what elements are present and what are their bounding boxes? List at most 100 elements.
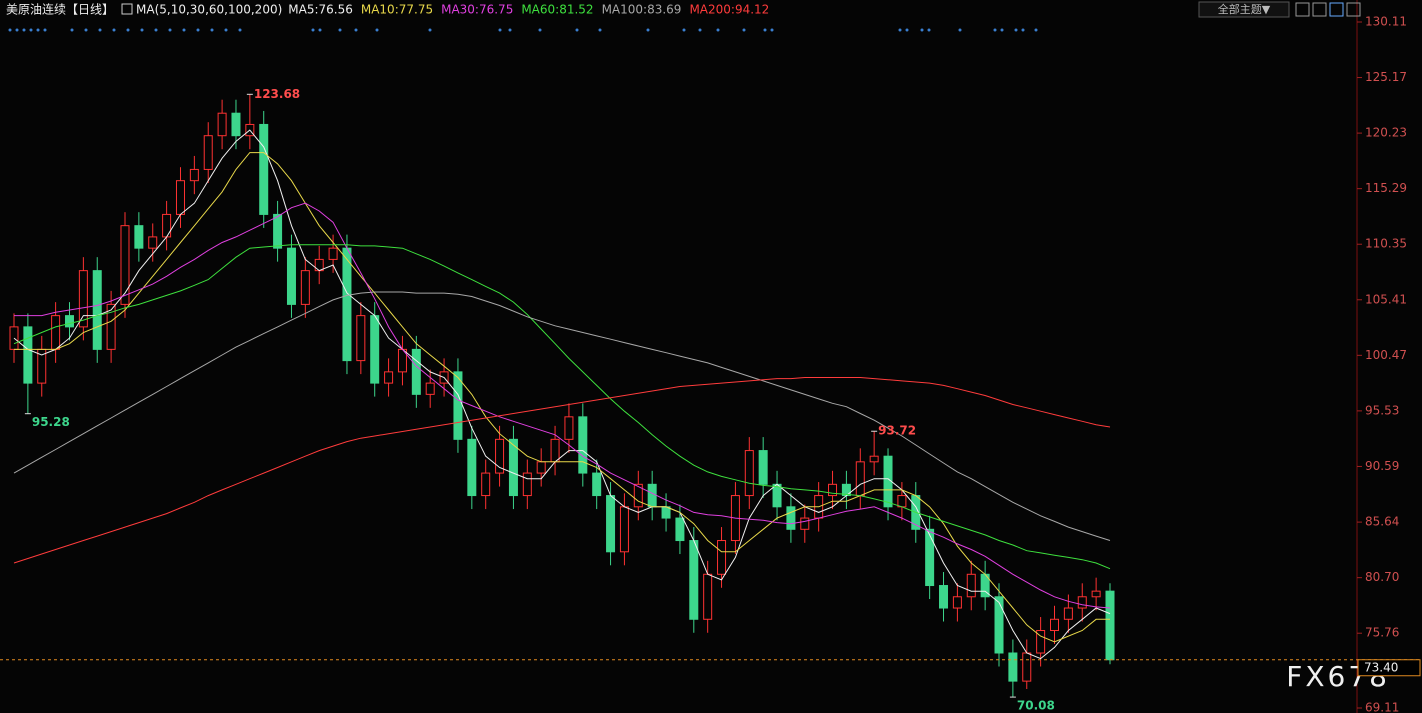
candle-body [78,270,88,328]
candle-body [92,270,102,350]
candle-body [1008,652,1018,682]
y-tick-label: 130.11 [1365,15,1407,29]
candle-body [175,180,185,215]
candle-body [481,472,491,497]
candle-body [758,450,768,485]
legend-entry: MA60:81.52 [521,3,593,17]
legend-entry: MA100:83.69 [602,3,682,17]
y-tick-label: 95.53 [1365,403,1399,417]
candle-body [744,450,754,497]
candle-body [1022,652,1032,682]
ma-line [13,291,1111,541]
y-tick-label: 69.11 [1365,701,1399,713]
candle-body [689,540,699,620]
theme-button[interactable] [1198,1,1290,18]
y-tick-label: 75.76 [1365,626,1399,640]
candle-body [203,135,213,170]
candle-body [1091,590,1101,598]
annotation-label: 93.72 [878,424,916,438]
y-tick-label: 115.29 [1365,181,1407,195]
candle-body [162,213,172,238]
candle-body [356,315,366,362]
candle-body [966,573,976,598]
y-tick-label: 125.17 [1365,70,1407,84]
candle-body [231,112,241,137]
candle-body [536,461,546,474]
last-price-label: 73.40 [1364,660,1398,674]
candle-body [592,472,602,497]
candle-body [1050,618,1060,632]
y-tick-label: 105.41 [1365,292,1407,306]
indicator-icon [121,3,133,15]
y-tick-label: 120.23 [1365,126,1407,140]
candle-body [37,348,47,384]
candle-body [453,371,463,440]
candle-body [633,483,643,508]
candle-body [564,416,574,440]
candle-body [675,517,685,542]
candle-body [717,540,727,575]
candle-body [925,528,935,587]
candle-body [550,438,560,463]
candle-body [286,247,296,305]
y-tick-label: 80.70 [1365,570,1399,584]
candle-body [411,348,421,395]
y-tick-label: 110.35 [1365,237,1407,251]
candle-body [1036,630,1046,654]
candle-body [148,236,158,249]
candle-body [342,247,352,362]
ma-line [14,152,1110,643]
candle-body [189,168,199,182]
candle-body [578,416,588,474]
legend-entry: MA200:94.12 [689,3,769,17]
y-tick-label: 100.47 [1365,348,1407,362]
candle-body [606,495,616,553]
annotation-label: 70.08 [1017,699,1055,713]
legend-entry: MA10:77.75 [361,3,433,17]
candle-body [939,585,949,609]
candle-body [1077,596,1087,609]
candle-body [384,371,394,384]
theme-button-label[interactable]: 全部主题▼ [1218,2,1271,16]
candle-body [259,123,269,215]
candle-body [495,438,505,474]
candle-body [994,596,1004,654]
candle-body [217,112,227,137]
candle-body [661,506,671,519]
candle-body [508,438,518,497]
ma-line [13,377,1111,564]
window-buttons[interactable] [1295,2,1361,17]
candle-body [828,483,838,497]
candle-body [370,315,380,384]
ma-line [13,244,1111,570]
candle-body [106,303,116,350]
candle-body [897,495,907,508]
candle-body [952,596,962,609]
top-dots [8,28,1038,32]
candle-body [467,438,477,497]
candle-body [120,225,130,305]
y-tick-label: 90.59 [1365,459,1399,473]
last-price-box [1357,659,1421,677]
y-tick-label: 85.64 [1365,515,1399,529]
legend-entry: MA5:76.56 [288,3,353,17]
candle-body [703,573,713,620]
chart-title: 美原油连续【日线】 [6,2,114,17]
candle-body [619,506,629,553]
candle-body [522,472,532,497]
candle-body [869,455,879,463]
candle-body [786,506,796,530]
candle-body [647,483,657,508]
annotation-label: 95.28 [32,415,70,429]
indicator-label: MA(5,10,30,60,100,200) [136,3,282,17]
candle-body [1063,607,1073,620]
candle-body [800,517,810,530]
candle-body [328,247,338,260]
legend-entry: MA30:76.75 [441,3,513,17]
candle-body [1105,590,1115,661]
candle-body [273,213,283,249]
ma-line [14,202,1111,609]
candle-body [855,461,865,497]
